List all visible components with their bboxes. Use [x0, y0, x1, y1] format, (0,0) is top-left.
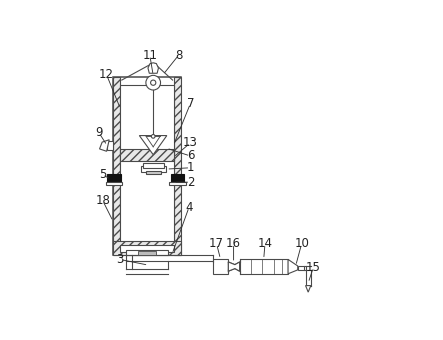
Polygon shape [140, 136, 167, 155]
Text: 6: 6 [187, 150, 194, 163]
Text: 3: 3 [116, 253, 124, 266]
Text: 5: 5 [99, 168, 106, 181]
Bar [120, 149, 174, 161]
Bar [138, 251, 156, 255]
Bar [107, 173, 121, 184]
Text: 9: 9 [95, 126, 102, 139]
Bar [113, 241, 181, 255]
Circle shape [152, 135, 155, 138]
Text: 11: 11 [142, 49, 157, 62]
Bar [146, 171, 161, 174]
Text: 2: 2 [187, 176, 194, 189]
Bar [120, 245, 174, 252]
Polygon shape [148, 63, 159, 73]
Text: 16: 16 [226, 237, 241, 250]
Text: 17: 17 [209, 237, 224, 250]
Text: 1: 1 [187, 161, 194, 174]
Polygon shape [228, 262, 240, 271]
Bar [174, 78, 181, 255]
Text: 10: 10 [294, 237, 309, 250]
Polygon shape [306, 286, 311, 292]
Text: 14: 14 [257, 237, 272, 250]
Bar [126, 250, 168, 255]
Text: 7: 7 [187, 97, 194, 110]
Text: 12: 12 [99, 68, 114, 81]
Text: 15: 15 [306, 261, 321, 274]
Bar [120, 85, 174, 250]
Text: 8: 8 [175, 49, 182, 62]
Bar [171, 173, 184, 184]
Bar [240, 259, 288, 274]
Circle shape [151, 80, 156, 85]
Bar [141, 167, 166, 172]
Bar [106, 182, 122, 185]
Bar [113, 78, 120, 255]
Bar [298, 266, 304, 270]
Bar [169, 182, 186, 185]
Circle shape [146, 75, 160, 90]
Text: 13: 13 [183, 136, 198, 149]
Text: 18: 18 [95, 194, 110, 207]
Text: 4: 4 [185, 201, 193, 214]
Polygon shape [288, 259, 298, 274]
Bar [143, 163, 164, 168]
Bar [113, 78, 181, 255]
Bar [213, 259, 228, 274]
Bar [107, 141, 113, 150]
Polygon shape [100, 140, 109, 151]
